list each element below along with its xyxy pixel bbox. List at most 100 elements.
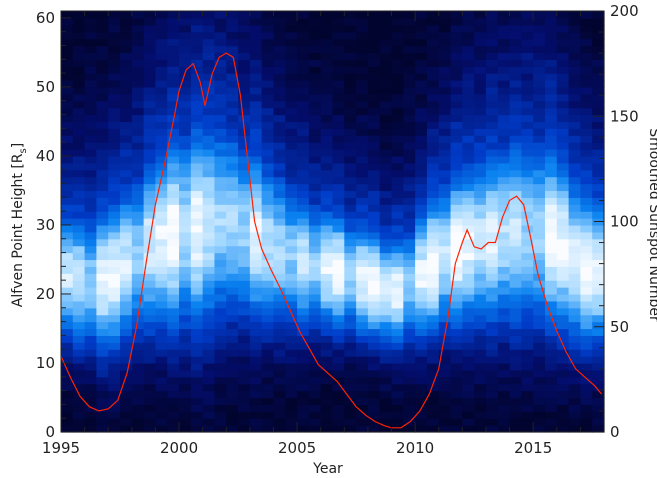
heatmap-cell [391,300,404,309]
heatmap-cell [497,86,511,95]
heatmap-cell [485,328,499,336]
heatmap-cell [438,38,452,47]
heatmap-cell [131,38,145,47]
heatmap-cell [61,218,74,226]
heatmap-cell [96,266,109,274]
heatmap-cell [238,404,251,412]
heatmap-cell [544,307,558,316]
heatmap-cell [544,369,558,378]
heatmap-cell [592,176,605,185]
heatmap-cell [72,293,86,302]
heatmap-cell [261,100,275,109]
heatmap-cell [238,425,251,433]
heatmap-cell [367,321,381,330]
heatmap-cell [462,169,475,178]
heatmap-cell [544,86,558,95]
heatmap-cell [356,66,369,74]
heatmap-cell [485,66,499,74]
heatmap-cell [580,45,593,54]
heatmap-cell [580,121,593,129]
heatmap-cell [214,307,227,316]
heatmap-cell [533,293,546,302]
heatmap-cell [308,52,322,60]
heatmap-cell [356,107,369,116]
heatmap-cell [84,328,98,336]
heatmap-cell [485,342,499,350]
heatmap-cell [497,224,511,233]
heatmap-cell [356,362,369,371]
heatmap-cell [533,86,546,95]
heatmap-cell [61,121,74,129]
heatmap-cell [61,231,74,240]
heatmap-cell [533,231,546,240]
heatmap-cell [462,73,475,81]
heatmap-cell [474,218,487,226]
heatmap-cell [167,259,180,267]
heatmap-cell [356,287,369,295]
heatmap-cell [155,293,168,302]
heatmap-cell [143,45,157,54]
heatmap-cell [462,273,475,281]
heatmap-cell [320,418,334,426]
heatmap-cell [261,197,275,205]
heatmap-cell [580,356,593,364]
heatmap-cell [509,342,522,350]
heatmap-cell [167,149,180,157]
heatmap-cell [580,266,593,274]
heatmap-cell [580,349,593,357]
heatmap-cell [450,17,463,26]
heatmap-cell [592,38,605,47]
heatmap-cell [320,86,334,95]
heatmap-cell [391,162,404,171]
heatmap-cell [556,369,570,378]
heatmap-cell [344,224,357,233]
heatmap-cell [238,376,251,385]
heatmap-cell [72,404,86,412]
heatmap-cell [367,266,381,274]
heatmap-cell [249,397,263,405]
heatmap-cell [297,238,310,247]
heatmap-cell [592,59,605,67]
heatmap-cell [155,114,168,123]
heatmap-cell [61,238,74,247]
heatmap-cell [415,197,428,205]
heatmap-cell [497,52,511,60]
heatmap-cell [96,425,109,433]
heatmap-cell [438,114,452,123]
heatmap-cell [273,335,286,343]
heatmap-cell [190,17,204,26]
heatmap-cell [238,59,251,67]
heatmap-cell [297,425,310,433]
heatmap-cell [344,390,357,399]
heatmap-cell [84,155,98,164]
heatmap-cell [509,273,522,281]
heatmap-cell [556,93,570,102]
heatmap-cell [273,314,286,323]
heatmap-cell [403,383,416,392]
heatmap-cell [120,369,133,378]
heatmap-cell [332,80,345,88]
heatmap-cell [474,121,487,129]
heatmap-cell [391,190,404,198]
heatmap-cell [238,197,251,205]
heatmap-cell [155,45,168,54]
heatmap-cell [509,362,522,371]
heatmap-cell [167,121,180,129]
heatmap-cell [415,93,428,102]
heatmap-cell [521,17,534,26]
heatmap-cell [450,142,463,150]
heatmap-cell [84,349,98,357]
heatmap-cell [84,31,98,40]
heatmap-cell [462,266,475,274]
heatmap-cell [379,349,393,357]
heatmap-cell [96,287,109,295]
heatmap-cell [214,11,227,19]
heatmap-cell [462,142,475,150]
heatmap-cell [462,86,475,95]
heatmap-cell [285,321,298,330]
heatmap-cell [155,107,168,116]
heatmap-cell [84,93,98,102]
heatmap-cell [426,24,440,33]
heatmap-cell [533,114,546,123]
heatmap-cell [497,383,511,392]
